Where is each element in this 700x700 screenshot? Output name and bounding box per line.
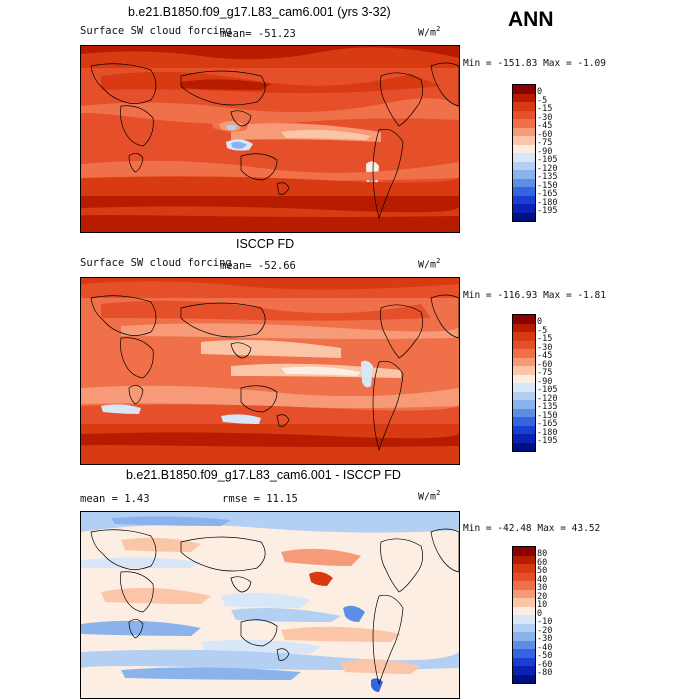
colorbar-tick-label: 0: [537, 608, 543, 619]
colorbar-tick-label: 0: [537, 317, 543, 327]
colorbar-tick-label: -45: [537, 121, 553, 131]
panel3-minmax: Min = -42.48 Max = 43.52: [463, 523, 601, 534]
colorbar-tick-label: 50: [537, 566, 548, 576]
colorbar-tick-label: -45: [537, 351, 553, 361]
panel2-variable-label: Surface SW cloud forcing: [80, 257, 232, 269]
panel3-map: [80, 511, 460, 699]
panel3-title: b.e21.B1850.f09_g17.L83_cam6.001 - ISCCP…: [126, 468, 401, 482]
panel2-minmax: Min = -116.93 Max = -1.81: [463, 290, 606, 301]
panel1-mean-label: mean= -51.23: [220, 28, 296, 40]
panel3-mean-label: mean = 1.43: [80, 493, 150, 505]
colorbar-tick-label: -60: [537, 659, 553, 670]
colorbar-tick-label: -180: [537, 427, 558, 438]
colorbar-tick-label: 10: [537, 600, 548, 610]
colorbar-tick-label: -75: [537, 138, 553, 148]
colorbar-tick-label: -120: [537, 163, 558, 174]
colorbar-tick-label: -60: [537, 129, 553, 140]
colorbar-tick-label: -60: [537, 359, 553, 370]
panel3-colorbar: [512, 546, 536, 684]
colorbar-tick-label: -165: [537, 419, 558, 429]
colorbar-tick-label: -75: [537, 368, 553, 378]
panel1-colorbar: [512, 84, 536, 222]
panel1-title: b.e21.B1850.f09_g17.L83_cam6.001 (yrs 3-…: [128, 5, 391, 19]
colorbar-tick-label: -5: [537, 95, 548, 106]
panel3-units: W/m2: [418, 489, 441, 503]
panel1-variable-label: Surface SW cloud forcing: [80, 25, 232, 37]
colorbar-tick-label: -150: [537, 410, 558, 421]
panel1-minmax: Min = -151.83 Max = -1.09: [463, 58, 606, 69]
season-label: ANN: [508, 8, 554, 31]
panel2-map: [80, 277, 460, 465]
colorbar-tick-label: -15: [537, 104, 553, 114]
colorbar-tick-label: -135: [537, 402, 558, 412]
colorbar-tick-label: -195: [537, 436, 558, 446]
colorbar-tick-label: 40: [537, 574, 548, 585]
panel3-rmse-label: rmse = 11.15: [222, 493, 298, 505]
colorbar-tick-label: -40: [537, 642, 553, 653]
colorbar-tick-label: -150: [537, 180, 558, 191]
colorbar-tick-label: -30: [537, 342, 553, 353]
colorbar-tick-label: -90: [537, 376, 553, 387]
colorbar-tick-label: -195: [537, 206, 558, 216]
colorbar-tick-label: 20: [537, 591, 548, 602]
colorbar-tick-label: -30: [537, 112, 553, 123]
colorbar-tick-label: -30: [537, 634, 553, 644]
colorbar-tick-label: 0: [537, 87, 543, 97]
panel2-units: W/m2: [418, 257, 441, 271]
panel2-mean-label: mean= -52.66: [220, 260, 296, 272]
colorbar-tick-label: -10: [537, 617, 553, 627]
colorbar-tick-label: 60: [537, 557, 548, 568]
colorbar-tick-label: -135: [537, 172, 558, 182]
panel2-colorbar: [512, 314, 536, 452]
colorbar-tick-label: -80: [537, 668, 553, 678]
colorbar-tick-label: -120: [537, 393, 558, 404]
colorbar-tick-label: -5: [537, 325, 548, 336]
panel2-title: ISCCP FD: [236, 237, 295, 251]
colorbar-tick-label: -180: [537, 197, 558, 208]
colorbar-tick-label: -15: [537, 334, 553, 344]
panel1-units: W/m2: [418, 25, 441, 39]
colorbar-tick-label: -20: [537, 625, 553, 636]
panel1-map: [80, 45, 460, 233]
colorbar-tick-label: -105: [537, 155, 558, 165]
colorbar-tick-label: -165: [537, 189, 558, 199]
colorbar-tick-label: -50: [537, 651, 553, 661]
colorbar-tick-label: -90: [537, 146, 553, 157]
colorbar-tick-label: -105: [537, 385, 558, 395]
colorbar-tick-label: 80: [537, 549, 548, 559]
colorbar-tick-label: 30: [537, 583, 548, 593]
